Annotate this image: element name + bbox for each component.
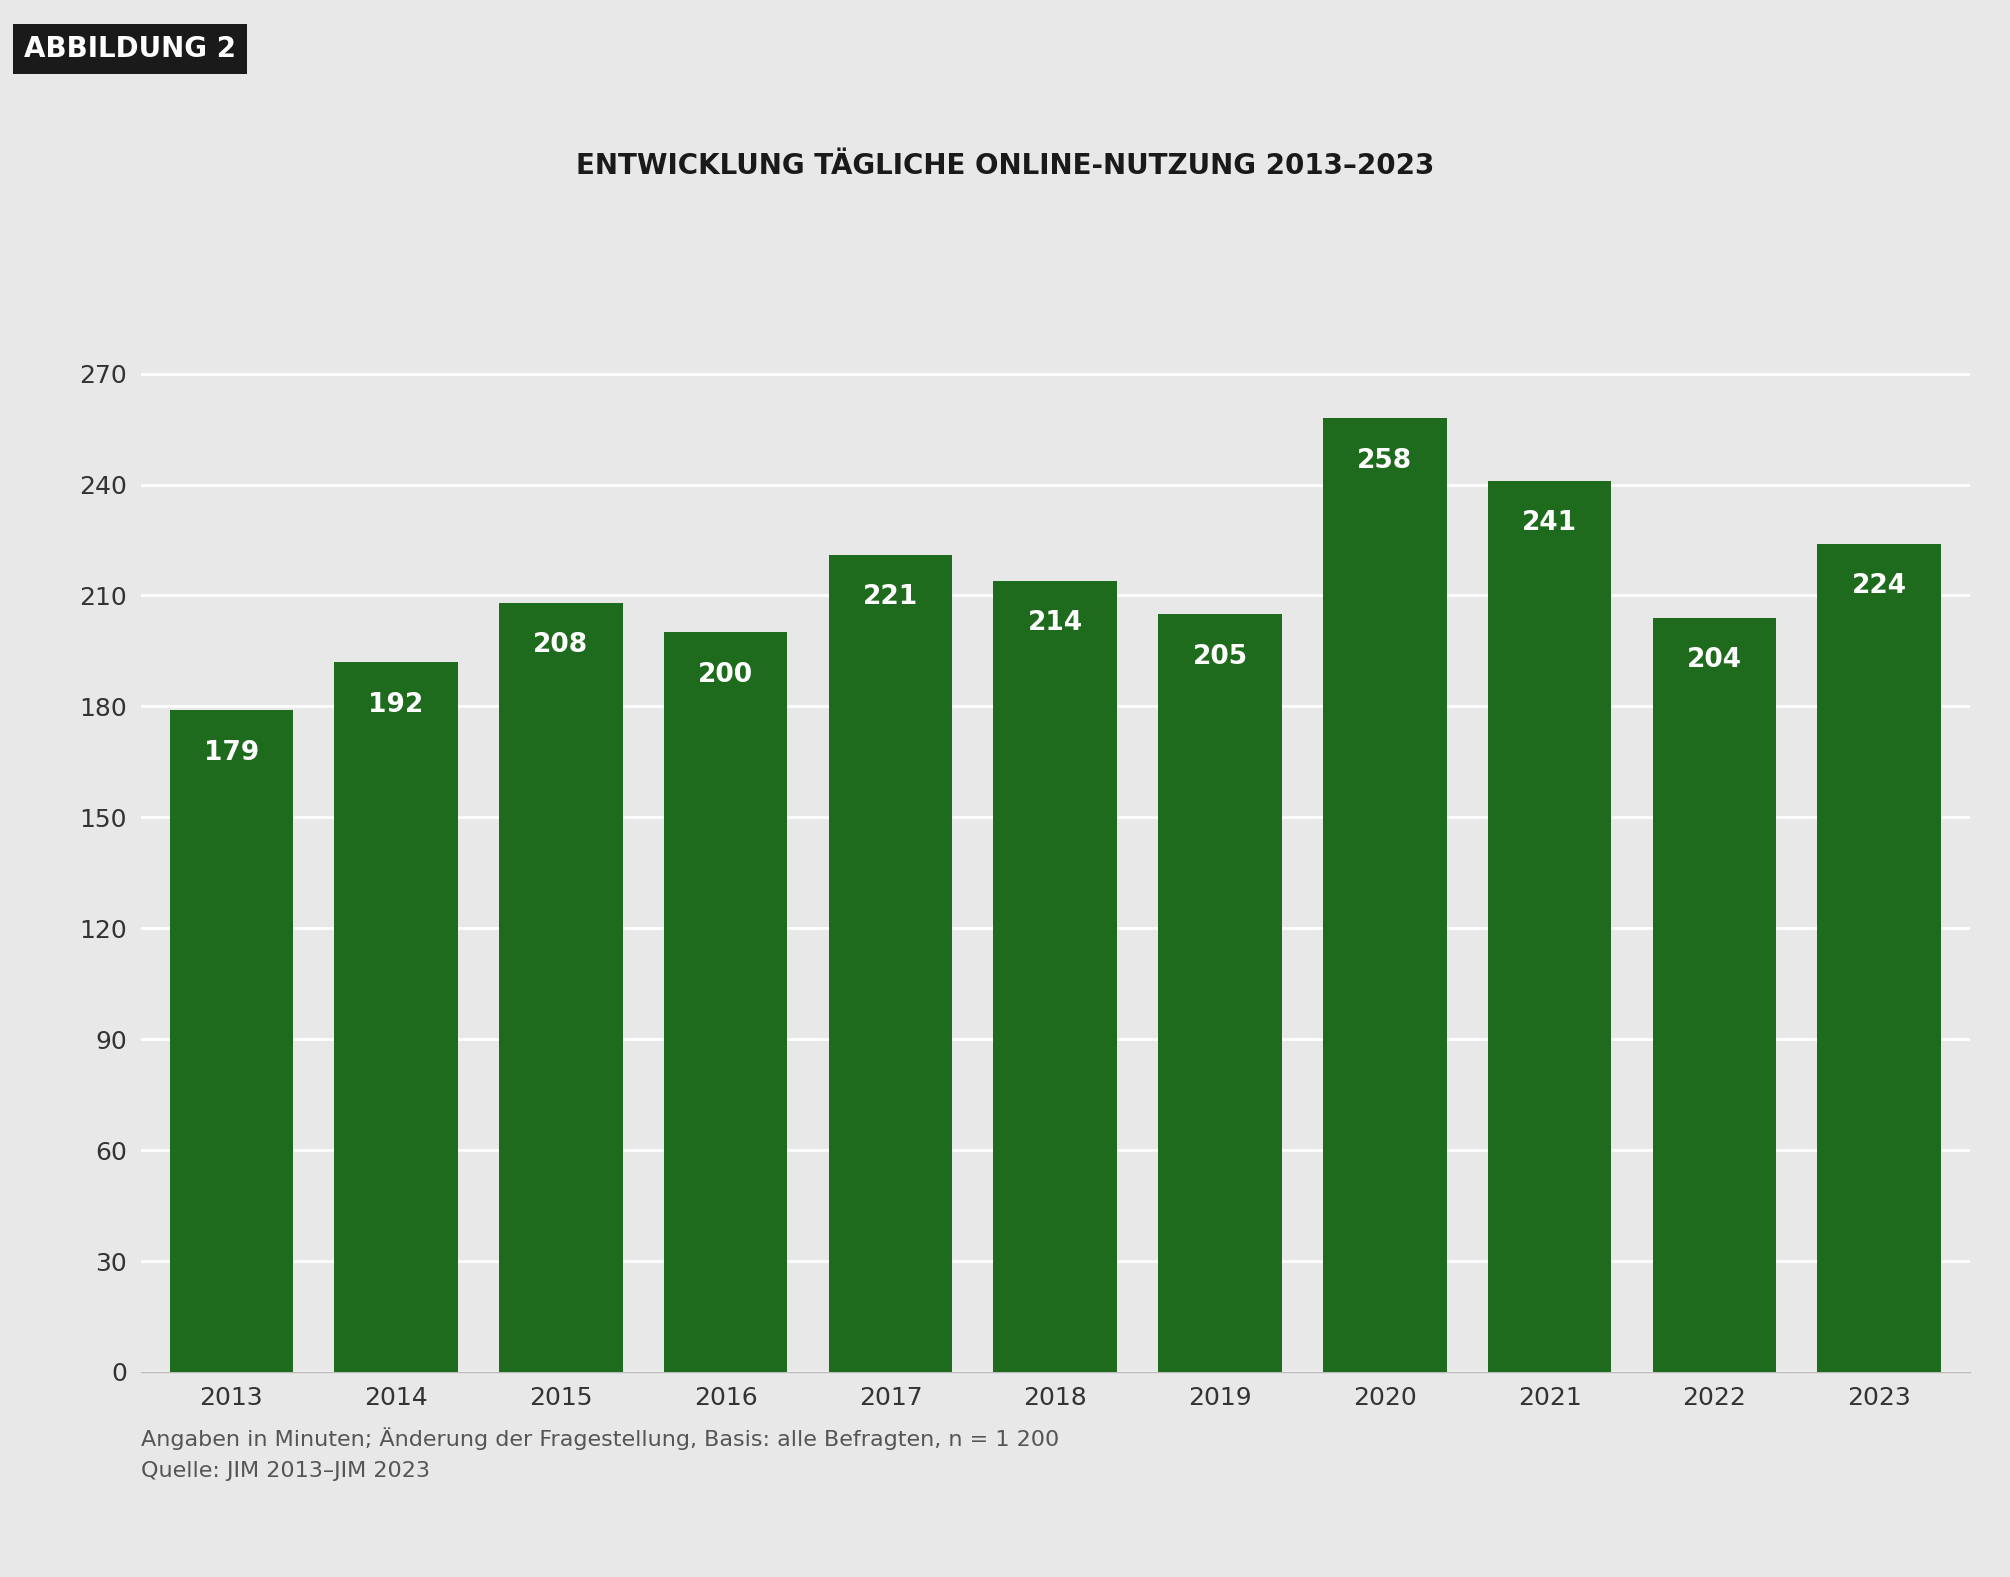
Bar xyxy=(334,662,458,1372)
Text: 224: 224 xyxy=(1851,574,1907,599)
Bar xyxy=(169,710,293,1372)
Text: 221: 221 xyxy=(862,585,919,610)
Text: ABBILDUNG 2: ABBILDUNG 2 xyxy=(24,35,235,63)
Text: 205: 205 xyxy=(1192,643,1248,670)
Bar xyxy=(1817,544,1942,1372)
Bar xyxy=(1158,613,1282,1372)
Bar xyxy=(828,555,953,1372)
Text: 241: 241 xyxy=(1522,511,1578,536)
Text: 258: 258 xyxy=(1357,448,1413,473)
Bar xyxy=(1652,618,1777,1372)
Text: Angaben in Minuten; Änderung der Fragestellung, Basis: alle Befragten, n = 1 200: Angaben in Minuten; Änderung der Fragest… xyxy=(141,1427,1059,1481)
Bar xyxy=(993,580,1118,1372)
Text: 204: 204 xyxy=(1686,647,1743,673)
Bar xyxy=(1323,418,1447,1372)
Text: 214: 214 xyxy=(1027,610,1083,636)
Text: 179: 179 xyxy=(203,740,259,766)
Text: 208: 208 xyxy=(533,632,589,659)
Text: ENTWICKLUNG TÄGLICHE ONLINE-NUTZUNG 2013–2023: ENTWICKLUNG TÄGLICHE ONLINE-NUTZUNG 2013… xyxy=(575,151,1435,180)
Bar xyxy=(498,602,623,1372)
Text: 200: 200 xyxy=(697,662,754,688)
Text: 192: 192 xyxy=(368,692,424,718)
Bar xyxy=(663,632,788,1372)
Bar xyxy=(1487,481,1612,1372)
